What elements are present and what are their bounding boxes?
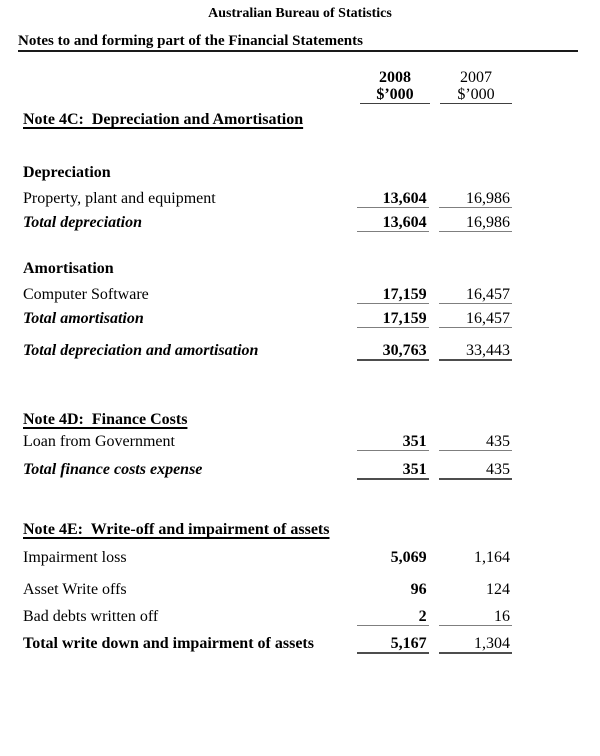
row-value-2008: 30,763 [357, 343, 429, 361]
col-unit-2007: $’000 [457, 86, 495, 103]
row-value-2008: 5,167 [357, 636, 429, 654]
row-value-2008: 13,604 [357, 191, 429, 208]
row-value-2008: 351 [357, 462, 429, 480]
row-value-2007: 16,457 [438, 311, 512, 328]
row-value-2008: 5,069 [390, 549, 427, 566]
row-value-2007: 435 [438, 434, 512, 451]
row-label: Loan from Government [23, 433, 175, 450]
row-value-2007: 16,986 [438, 191, 512, 208]
row-label: Computer Software [23, 286, 149, 303]
row-total-finance-costs: Total finance costs expense 351 435 [23, 462, 512, 480]
col-year-2008: 2008 [379, 69, 411, 86]
row-value-2008: 96 [410, 581, 427, 598]
row-label: Total depreciation [23, 214, 142, 231]
row-value-2008: 2 [357, 609, 429, 626]
col-header-2007: 2007 $’000 [440, 69, 512, 104]
column-gap [430, 69, 440, 104]
row-property-plant-equipment: Property, plant and equipment 13,604 16,… [23, 191, 512, 208]
row-value-2007: 124 [486, 581, 510, 598]
row-total-depreciation-amortisation: Total depreciation and amortisation 30,7… [23, 343, 512, 361]
col-header-2008: 2008 $’000 [360, 69, 430, 104]
doc-title: Australian Bureau of Statistics [208, 6, 392, 21]
amortisation-subheading: Amortisation [23, 260, 114, 277]
col-unit-2008: $’000 [376, 86, 414, 103]
row-impairment-loss: Impairment loss 5,069 1,164 [23, 550, 512, 566]
column-header-spacer [23, 69, 360, 104]
row-loan-from-government: Loan from Government 351 435 [23, 434, 512, 451]
row-bad-debts: Bad debts written off 2 16 [23, 609, 512, 626]
row-value-2008: 13,604 [357, 215, 429, 232]
row-value-2008: 17,159 [357, 311, 429, 328]
row-value-2007: 16 [438, 609, 512, 626]
note4c-heading: Note 4C: Depreciation and Amortisation [23, 111, 304, 128]
note4e-heading: Note 4E: Write-off and impairment of ass… [23, 521, 330, 538]
row-total-depreciation: Total depreciation 13,604 16,986 [23, 215, 512, 232]
row-label: Total amortisation [23, 310, 144, 327]
column-header-row: 2008 $’000 2007 $’000 [23, 69, 512, 104]
row-total-amortisation: Total amortisation 17,159 16,457 [23, 311, 512, 328]
note4d-heading: Note 4D: Finance Costs [23, 411, 188, 428]
row-computer-software: Computer Software 17,159 16,457 [23, 287, 512, 304]
row-value-2008: 17,159 [357, 287, 429, 304]
row-label: Total write down and impairment of asset… [23, 635, 314, 652]
statement-header: Notes to and forming part of the Financi… [18, 34, 578, 52]
row-value-2007: 1,304 [438, 636, 512, 654]
row-label: Property, plant and equipment [23, 190, 216, 207]
row-value-2007: 16,986 [438, 215, 512, 232]
row-asset-write-offs: Asset Write offs 96 124 [23, 582, 512, 598]
row-label: Asset Write offs [23, 581, 127, 598]
col-year-2007: 2007 [460, 69, 492, 86]
row-value-2007: 33,443 [438, 343, 512, 361]
row-value-2008: 351 [357, 434, 429, 451]
row-label: Impairment loss [23, 549, 127, 566]
row-label: Bad debts written off [23, 608, 159, 625]
row-value-2007: 16,457 [438, 287, 512, 304]
row-total-write-down: Total write down and impairment of asset… [23, 636, 512, 654]
row-value-2007: 1,164 [474, 549, 510, 566]
depreciation-subheading: Depreciation [23, 164, 111, 181]
row-label: Total finance costs expense [23, 461, 203, 478]
row-label: Total depreciation and amortisation [23, 342, 259, 359]
row-value-2007: 435 [438, 462, 512, 480]
